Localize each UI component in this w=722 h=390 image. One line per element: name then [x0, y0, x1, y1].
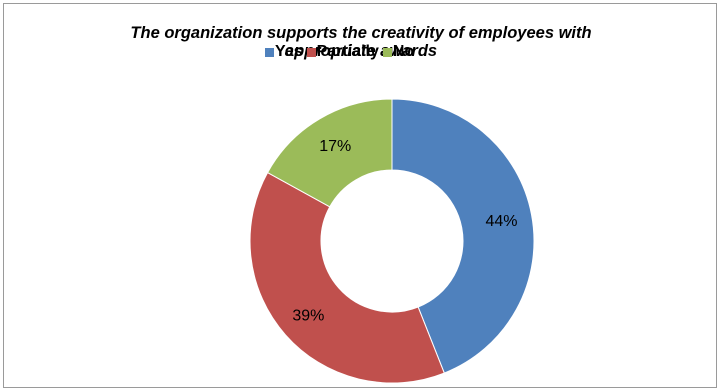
donut-slice-partially [249, 171, 445, 384]
legend-item-no: No [382, 43, 415, 60]
chart-legend: Yes Partially No [265, 44, 418, 60]
legend-swatch-partially [306, 47, 316, 57]
data-label-partially: 39% [292, 308, 324, 325]
legend-swatch-yes [265, 47, 274, 57]
legend-swatch-no [382, 47, 392, 57]
chart-title-line-2: appropriate awards [284, 42, 438, 60]
chart-title-line-1: The organization supports the creativity… [130, 24, 592, 42]
chart-title: The organization supports the creativity… [0, 24, 722, 60]
legend-item-partially: Partially [306, 43, 379, 60]
donut-slice-yes [391, 98, 535, 374]
legend-label-partially: Partially [316, 43, 379, 60]
legend-item-yes: Yes [265, 44, 303, 60]
data-label-yes: 44% [486, 213, 518, 230]
donut-slice-no [266, 98, 393, 208]
data-label-no: 17% [319, 138, 351, 155]
legend-label-no: No [392, 43, 415, 60]
legend-label-yes: Yes [275, 43, 303, 60]
